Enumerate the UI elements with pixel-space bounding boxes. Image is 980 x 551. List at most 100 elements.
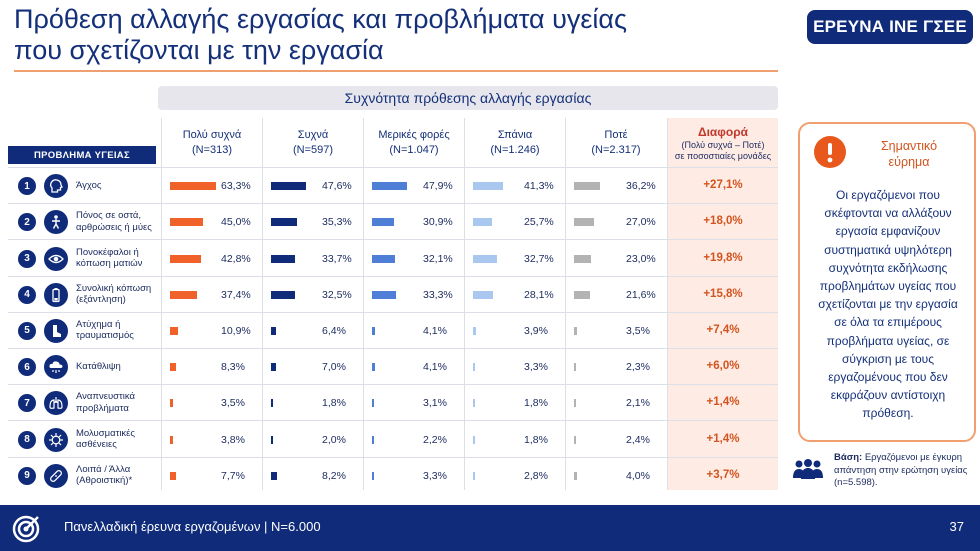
column-header-often: Συχνά (N=597) [263, 120, 363, 166]
basis-note: Βάση: Εργαζόμενοι με έγκυρη απάντηση στη… [834, 452, 978, 490]
bar-often [271, 399, 273, 408]
health-problem-label-line-2: προβλήματα [76, 402, 129, 414]
value-label: 47,6% [322, 180, 352, 193]
target-logo-icon [12, 513, 42, 543]
value-label: 2,3% [626, 361, 650, 374]
difference-value: +1,4% [706, 396, 740, 409]
value-label: 3,9% [524, 324, 548, 337]
footer: Πανελλαδική έρευνα εργαζομένων | N=6.000… [0, 505, 980, 551]
bar-rarely [473, 290, 494, 299]
health-problem-label: Πονοκέφαλοι ή κόπωση ματιών [76, 247, 160, 270]
column-header-sometimes: Μερικές φορές (N=1.047) [364, 120, 464, 166]
key-finding-title-line-1: Σημαντικό [880, 139, 938, 153]
row-number-badge: 5 [18, 321, 36, 340]
value-label: 2,0% [322, 433, 346, 446]
value-label: 36,2% [626, 180, 656, 193]
health-problem-label: Μολυσματικές ασθένειες [76, 428, 160, 451]
health-problem-label-line-1: Μολυσματικές [76, 427, 135, 439]
accident-icon [44, 318, 68, 343]
bar-sometimes [372, 182, 407, 191]
head-icon [44, 174, 68, 199]
survey-badge: ΕΡΕΥΝΑ ΙΝΕ ΓΣΕΕ [807, 10, 973, 44]
value-label: 28,1% [524, 288, 554, 301]
bar-rarely [473, 435, 475, 444]
health-problem-label-line-2: κόπωση ματιών [76, 258, 143, 269]
difference-value: +6,0% [706, 360, 740, 373]
bar-often [271, 471, 277, 480]
value-label: 25,7% [524, 216, 554, 229]
value-label: 6,4% [322, 324, 346, 337]
row-number-badge: 6 [18, 358, 36, 377]
column-label: Πολύ συχνά [182, 129, 242, 141]
difference-value: +7,4% [706, 323, 740, 336]
row-number-badge: 8 [18, 430, 36, 449]
health-problem-label-line-2: (Αθροιστική)* [76, 475, 133, 487]
value-label: 4,1% [423, 361, 447, 374]
health-problem-label: Άγχος [76, 180, 160, 192]
value-label: 2,8% [524, 469, 548, 482]
row-number-badge: 3 [18, 249, 36, 268]
lungs-icon [44, 391, 68, 416]
people-icon [792, 458, 824, 480]
bar-very-often [170, 326, 178, 335]
column-header-rarely: Σπάνια (N=1.246) [465, 120, 565, 166]
health-problem-label: Αναπνευστικά προβλήματα [76, 391, 160, 414]
column-divider [363, 118, 364, 490]
footer-text: Πανελλαδική έρευνα εργαζομένων | N=6.000 [64, 519, 321, 534]
row-number-badge: 4 [18, 285, 36, 304]
bar-rarely [473, 326, 476, 335]
column-count: (N=313) [191, 144, 233, 156]
basis-line-3: (n=5.598). [834, 477, 878, 488]
health-problem-label: Πόνος σε οστά, αρθρώσεις ή μύες [76, 210, 160, 233]
value-label: 32,1% [423, 252, 453, 265]
value-label: 3,3% [423, 469, 447, 482]
difference-value: +1,4% [706, 432, 740, 445]
health-problem-label-line-2: ασθένειες [76, 439, 117, 450]
column-label: Μερικές φορές [378, 129, 450, 141]
health-problem-label-line-1: Πόνος σε οστά, [76, 210, 142, 222]
key-finding-text-line: προβλημάτων υγείας που [819, 279, 957, 294]
key-finding-text-line: σχετίζονται με την εργασία [818, 297, 958, 312]
difference-column-bg [668, 118, 778, 490]
value-label: 1,8% [524, 433, 548, 446]
value-label: 63,3% [221, 180, 251, 193]
value-label: 32,5% [322, 288, 352, 301]
key-finding-text-line: σκέφτονται να αλλάξουν [824, 206, 952, 221]
difference-label: Διαφορά [697, 124, 749, 139]
value-label: 10,9% [221, 324, 251, 337]
bar-never [574, 326, 577, 335]
bar-rarely [473, 363, 476, 372]
bar-very-often [170, 363, 177, 372]
key-finding-title-line-2: εύρημα [888, 155, 930, 169]
health-problem-label: Λοιπά / Άλλα (Αθροιστική)* [76, 464, 160, 487]
row-number-badge: 7 [18, 394, 36, 413]
key-finding-text-line: Οι εργαζόμενοι που [836, 188, 940, 202]
value-label: 33,3% [423, 288, 453, 301]
bar-sometimes [372, 399, 375, 408]
bar-rarely [473, 399, 475, 408]
title-line-2: που σχετίζονται με την εργασία [14, 35, 384, 65]
bar-sometimes [372, 435, 374, 444]
title-divider [14, 70, 778, 72]
eye-icon [44, 246, 68, 271]
health-problem-label-line-1: Λοιπά / Άλλα [76, 463, 131, 475]
row-divider [8, 456, 778, 458]
bar-very-often [170, 290, 198, 299]
row-number-badge: 9 [18, 466, 36, 485]
bar-very-often [170, 399, 173, 408]
bar-never [574, 399, 576, 408]
bar-very-often [170, 182, 216, 191]
column-label: Ποτέ [604, 129, 628, 141]
row-divider [8, 203, 778, 205]
difference-value: +27,1% [703, 179, 743, 192]
basis-line-1: Εργαζόμενοι με έγκυρη [864, 452, 963, 463]
bar-very-often [170, 435, 173, 444]
value-label: 2,2% [423, 433, 447, 446]
value-label: 8,2% [322, 469, 346, 482]
health-problem-label-line-1: Συνολική κόπωση [76, 282, 152, 294]
row-number-badge: 2 [18, 213, 36, 232]
value-label: 3,3% [524, 361, 548, 374]
value-label: 3,5% [626, 324, 650, 337]
health-problem-label-line-2: τραυματισμός [76, 330, 134, 342]
title-line-1: Πρόθεση αλλαγής εργασίας και προβλήματα … [14, 4, 628, 34]
